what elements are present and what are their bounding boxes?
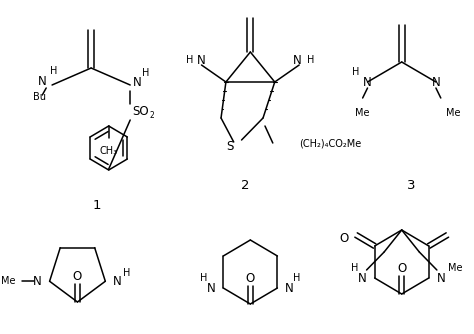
Text: SO: SO (132, 105, 149, 118)
Text: N: N (293, 53, 301, 66)
Text: H: H (307, 55, 315, 65)
Text: N: N (197, 53, 206, 66)
Text: H: H (142, 68, 149, 78)
Text: 1: 1 (93, 198, 101, 211)
Text: S: S (226, 140, 234, 153)
Text: N: N (431, 75, 440, 89)
Text: N: N (33, 275, 42, 288)
Text: Me: Me (446, 108, 460, 118)
Text: CH₃: CH₃ (100, 146, 118, 156)
Text: H: H (351, 263, 359, 273)
Text: 2: 2 (150, 111, 155, 120)
Text: H: H (123, 268, 130, 278)
Text: H: H (50, 66, 57, 76)
Text: H: H (352, 67, 359, 77)
Text: N: N (285, 282, 294, 295)
Text: 2: 2 (241, 178, 250, 191)
Text: N: N (207, 282, 216, 295)
Text: N: N (113, 275, 122, 288)
Text: O: O (73, 270, 82, 283)
Text: Me: Me (448, 263, 463, 273)
Text: O: O (339, 231, 348, 244)
Text: Me: Me (356, 108, 370, 118)
Text: H: H (293, 273, 301, 283)
Text: Bu: Bu (33, 92, 46, 102)
Text: N: N (363, 75, 372, 89)
Text: N: N (37, 74, 46, 88)
Text: H: H (186, 55, 193, 65)
Text: N: N (133, 75, 142, 89)
Text: 3: 3 (407, 178, 416, 191)
Text: O: O (246, 272, 255, 285)
Text: O: O (397, 262, 406, 275)
Text: N: N (358, 272, 367, 285)
Text: N: N (437, 272, 446, 285)
Text: Me: Me (1, 276, 15, 286)
Text: H: H (200, 273, 208, 283)
Text: (CH₂)₄CO₂Me: (CH₂)₄CO₂Me (299, 138, 361, 148)
